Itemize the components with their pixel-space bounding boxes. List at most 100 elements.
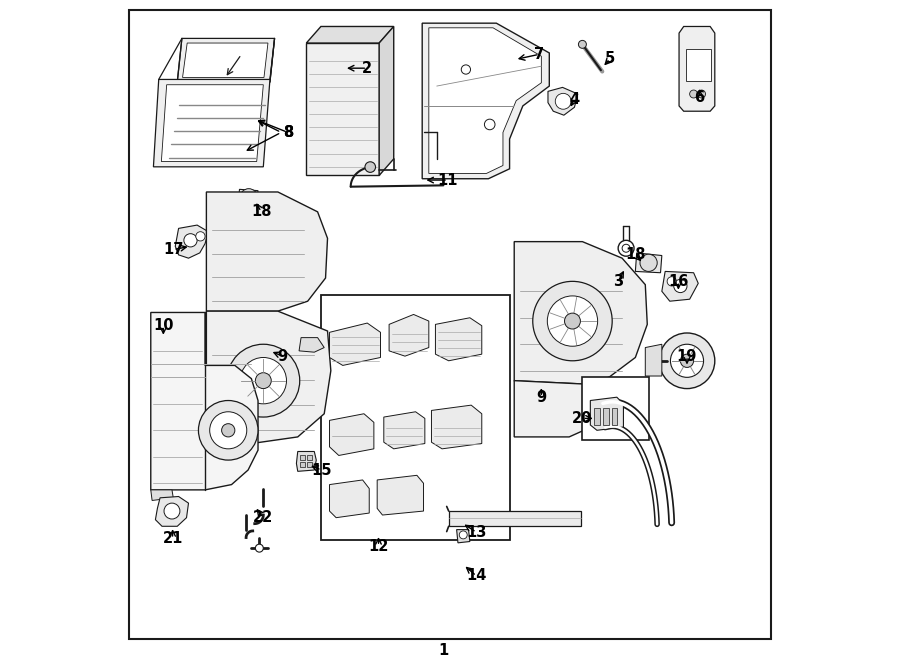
Text: 13: 13 — [466, 525, 487, 540]
Circle shape — [555, 93, 572, 109]
Polygon shape — [389, 314, 428, 356]
Polygon shape — [161, 85, 264, 162]
Polygon shape — [590, 397, 624, 430]
Bar — [301, 455, 305, 460]
Text: 8: 8 — [283, 125, 293, 140]
Text: 15: 15 — [311, 463, 332, 477]
Bar — [594, 408, 600, 425]
Circle shape — [680, 354, 694, 367]
Text: 5: 5 — [605, 52, 616, 66]
Text: 18: 18 — [626, 248, 645, 262]
Polygon shape — [383, 412, 425, 449]
Bar — [307, 462, 311, 467]
Circle shape — [240, 189, 257, 206]
Circle shape — [227, 344, 300, 417]
Polygon shape — [153, 79, 270, 167]
Circle shape — [659, 333, 715, 389]
Text: 4: 4 — [570, 92, 580, 107]
Bar — [582, 377, 649, 440]
Circle shape — [459, 531, 467, 539]
Bar — [301, 462, 305, 467]
Polygon shape — [548, 87, 578, 115]
Polygon shape — [514, 377, 616, 437]
Circle shape — [674, 279, 687, 293]
Circle shape — [196, 232, 205, 241]
Circle shape — [533, 281, 612, 361]
Text: 20: 20 — [572, 411, 592, 426]
Text: 18: 18 — [251, 205, 272, 219]
Polygon shape — [379, 26, 393, 175]
Circle shape — [564, 313, 580, 329]
Text: 8: 8 — [283, 125, 293, 140]
Text: 12: 12 — [368, 539, 389, 553]
Circle shape — [547, 296, 598, 346]
Circle shape — [210, 412, 247, 449]
Polygon shape — [329, 323, 381, 365]
Bar — [603, 408, 609, 425]
Text: 7: 7 — [535, 47, 544, 62]
Polygon shape — [680, 26, 715, 111]
Text: 11: 11 — [437, 173, 458, 187]
Circle shape — [698, 90, 706, 98]
Circle shape — [622, 244, 630, 252]
Polygon shape — [514, 242, 647, 384]
Polygon shape — [306, 43, 379, 175]
Polygon shape — [176, 225, 209, 258]
Polygon shape — [329, 480, 369, 518]
Circle shape — [484, 119, 495, 130]
Polygon shape — [645, 344, 662, 376]
Circle shape — [198, 401, 258, 460]
Circle shape — [221, 424, 235, 437]
Text: 14: 14 — [466, 569, 487, 583]
Bar — [321, 295, 509, 540]
Polygon shape — [151, 490, 174, 500]
Circle shape — [364, 162, 375, 172]
Polygon shape — [306, 26, 393, 43]
Polygon shape — [329, 414, 373, 455]
Text: 1: 1 — [438, 643, 448, 657]
Polygon shape — [177, 38, 274, 82]
Bar — [307, 455, 311, 460]
Text: 10: 10 — [153, 318, 174, 333]
Circle shape — [462, 65, 471, 74]
Polygon shape — [377, 475, 424, 515]
Polygon shape — [151, 312, 258, 490]
Circle shape — [640, 254, 657, 271]
Polygon shape — [299, 338, 324, 352]
Text: 2: 2 — [362, 61, 373, 75]
Text: 16: 16 — [668, 274, 688, 289]
Circle shape — [670, 344, 704, 377]
Bar — [611, 408, 617, 425]
Polygon shape — [156, 496, 188, 526]
Text: 3: 3 — [613, 274, 623, 289]
Text: 9: 9 — [536, 390, 546, 404]
Polygon shape — [422, 23, 549, 179]
Polygon shape — [296, 451, 316, 471]
Bar — [686, 49, 711, 81]
Circle shape — [667, 277, 677, 286]
Circle shape — [618, 240, 634, 256]
Polygon shape — [238, 189, 258, 207]
Polygon shape — [206, 311, 331, 444]
Polygon shape — [183, 43, 268, 77]
Text: 9: 9 — [277, 349, 288, 363]
Text: 19: 19 — [677, 349, 698, 363]
Polygon shape — [428, 28, 542, 173]
Polygon shape — [449, 511, 581, 526]
Polygon shape — [456, 530, 470, 543]
Circle shape — [689, 90, 698, 98]
Circle shape — [184, 234, 197, 247]
Polygon shape — [436, 318, 482, 361]
Polygon shape — [635, 253, 662, 273]
Text: 22: 22 — [253, 510, 274, 525]
Circle shape — [256, 373, 271, 389]
Text: 21: 21 — [162, 532, 183, 546]
Text: 6: 6 — [695, 91, 705, 105]
Polygon shape — [431, 405, 482, 449]
Circle shape — [240, 357, 286, 404]
Polygon shape — [662, 271, 698, 301]
Circle shape — [579, 40, 587, 48]
Polygon shape — [206, 192, 328, 311]
Circle shape — [164, 503, 180, 519]
Text: 17: 17 — [163, 242, 184, 257]
